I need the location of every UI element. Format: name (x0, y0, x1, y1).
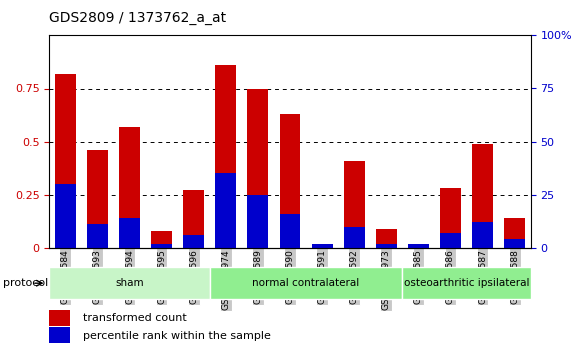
Bar (55, 74, 76, 248)
Bar (440, 233, 461, 248)
Text: protocol: protocol (3, 278, 48, 288)
Text: GDS2809 / 1373762_a_at: GDS2809 / 1373762_a_at (49, 11, 226, 25)
Text: sham: sham (115, 278, 144, 288)
Bar (280, 214, 300, 248)
Text: osteoarthritic ipsilateral: osteoarthritic ipsilateral (404, 278, 530, 288)
Text: transformed count: transformed count (83, 313, 187, 323)
Text: normal contralateral: normal contralateral (252, 278, 360, 288)
Bar (504, 239, 525, 248)
Bar (248, 88, 269, 248)
Bar (119, 218, 140, 248)
Bar (119, 127, 140, 248)
Bar (472, 222, 493, 248)
Bar (376, 229, 397, 248)
Bar (183, 235, 204, 248)
Bar (87, 224, 108, 248)
Bar (55, 184, 76, 248)
Bar (408, 244, 429, 248)
Bar (376, 244, 397, 248)
Text: percentile rank within the sample: percentile rank within the sample (83, 331, 271, 341)
Bar (280, 114, 300, 248)
Bar (49, 310, 70, 326)
Bar (311, 246, 332, 248)
Bar (151, 244, 172, 248)
Bar (408, 247, 429, 248)
Bar (440, 188, 461, 248)
Bar (215, 173, 236, 248)
Bar (472, 144, 493, 248)
Bar (344, 161, 365, 248)
Bar (87, 150, 108, 248)
Bar (504, 218, 525, 248)
Bar (248, 195, 269, 248)
Bar (344, 227, 365, 248)
Bar (183, 190, 204, 248)
Bar (151, 231, 172, 248)
Bar (311, 244, 332, 248)
Bar (49, 327, 70, 343)
Bar (215, 65, 236, 248)
